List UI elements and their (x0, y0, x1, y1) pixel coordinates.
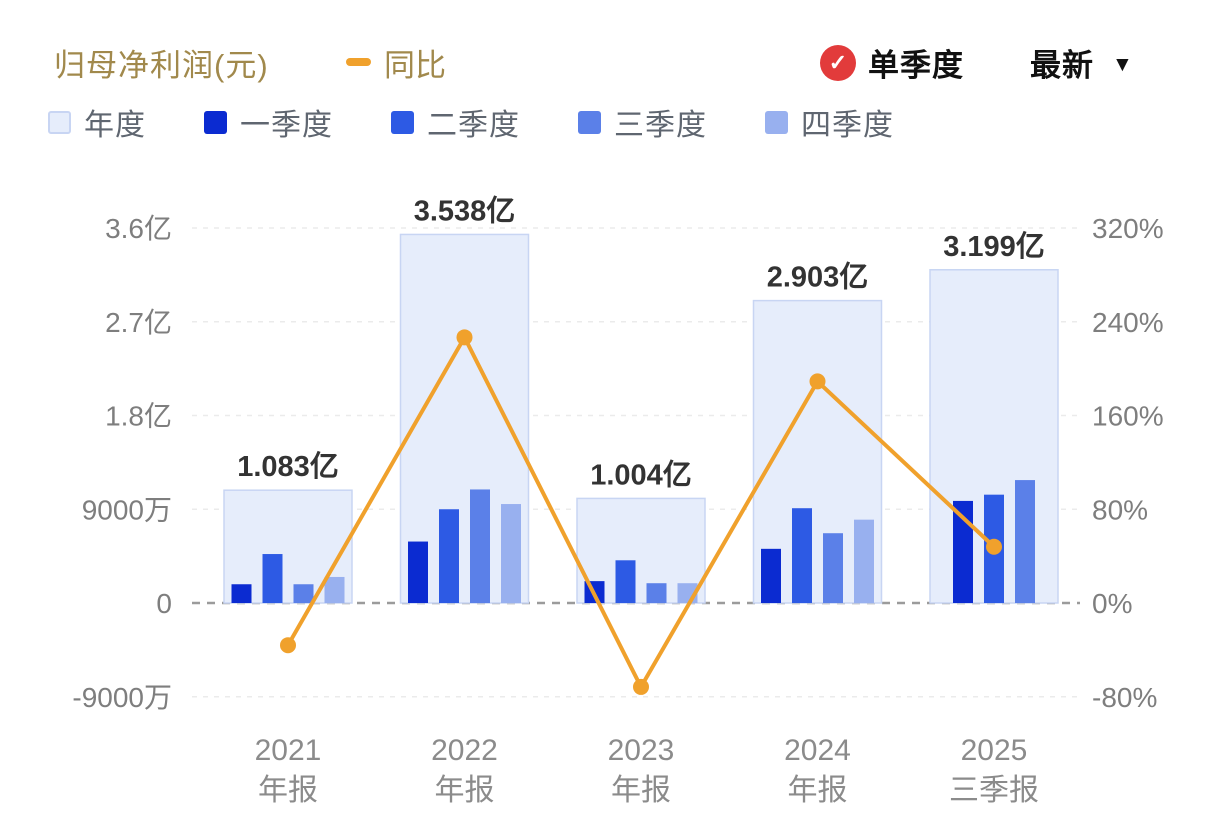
right-axis-tick: 80% (1092, 494, 1148, 525)
quarter-bar[interactable] (953, 500, 973, 603)
legend-item-annual[interactable]: 年度 (48, 100, 146, 144)
right-axis-tick: -80% (1092, 682, 1157, 713)
annual-value-label: 1.004亿 (590, 458, 692, 491)
yoy-point[interactable] (633, 678, 649, 695)
chevron-down-icon: ▼ (1112, 52, 1133, 76)
left-axis-tick: 2.7亿 (105, 307, 172, 338)
category-year-label: 2024 (784, 734, 851, 767)
category-year-label: 2021 (255, 734, 322, 767)
quarter-bar[interactable] (439, 509, 459, 603)
right-axis-tick: 240% (1092, 307, 1164, 338)
quarter-bar[interactable] (1015, 480, 1035, 603)
single-quarter-toggle[interactable]: ✓ 单季度 (820, 40, 964, 85)
q1-swatch (204, 110, 227, 134)
category-year-label: 2025 (961, 734, 1028, 767)
category-year-label: 2023 (608, 734, 675, 767)
left-axis-tick: 1.8亿 (105, 401, 172, 432)
quarter-bar[interactable] (262, 554, 283, 603)
quarter-bar[interactable] (293, 584, 314, 603)
legend-label-q1: 一季度 (240, 109, 333, 142)
category-period-label: 年报 (611, 774, 671, 807)
latest-label: 最新 (1030, 48, 1094, 83)
legend-item-q3[interactable]: 三季度 (578, 100, 707, 144)
right-axis-tick: 0% (1092, 588, 1132, 619)
quarter-bar[interactable] (231, 584, 252, 603)
quarter-bar[interactable] (761, 548, 781, 603)
quarter-bar[interactable] (470, 489, 490, 603)
single-quarter-label: 单季度 (868, 48, 964, 83)
legend-label-annual: 年度 (84, 109, 146, 142)
quarter-bar[interactable] (854, 519, 874, 603)
legend-item-q4[interactable]: 四季度 (765, 100, 894, 144)
latest-dropdown[interactable]: 最新 ▼ (1030, 40, 1133, 85)
annual-value-label: 2.903亿 (767, 261, 869, 294)
legend-label-q4: 四季度 (801, 109, 894, 142)
quarter-bar[interactable] (615, 560, 636, 603)
yoy-line-swatch (346, 58, 371, 66)
annual-value-label: 3.199亿 (943, 230, 1045, 263)
yoy-point[interactable] (456, 329, 473, 346)
category-year-label: 2022 (431, 734, 498, 767)
category-period-label: 三季报 (949, 774, 1039, 807)
q3-swatch (578, 110, 601, 134)
yoy-point[interactable] (809, 373, 826, 390)
chart-title: 归母净利润(元) (54, 48, 269, 83)
yoy-line-label: 同比 (384, 48, 446, 83)
quarter-bar[interactable] (408, 541, 428, 603)
check-icon: ✓ (820, 44, 856, 81)
annual-swatch (48, 110, 71, 134)
q4-swatch (765, 110, 788, 134)
legend-item-q1[interactable]: 一季度 (204, 100, 333, 144)
quarter-bar[interactable] (646, 583, 667, 603)
q2-swatch (391, 110, 414, 134)
legend-item-q2[interactable]: 二季度 (391, 100, 520, 144)
quarter-bar[interactable] (324, 576, 345, 603)
left-axis-tick: 3.6亿 (105, 213, 172, 244)
category-period-label: 年报 (435, 774, 495, 807)
annual-value-label: 1.083亿 (237, 450, 339, 483)
series-legend: 年度 一季度 二季度 三季度 四季度 (48, 100, 894, 144)
left-axis-tick: 0 (156, 588, 172, 619)
right-axis-tick: 320% (1092, 213, 1164, 244)
annual-value-label: 3.538亿 (414, 194, 516, 227)
quarter-bar[interactable] (501, 504, 521, 603)
right-axis-tick: 160% (1092, 401, 1164, 432)
quarter-bar[interactable] (823, 533, 843, 603)
category-period-label: 年报 (788, 774, 848, 807)
legend-label-q2: 二季度 (427, 109, 520, 142)
yoy-point[interactable] (280, 637, 296, 654)
left-axis-tick: 9000万 (82, 494, 172, 525)
category-period-label: 年报 (258, 774, 318, 807)
quarter-bar[interactable] (792, 508, 812, 603)
legend-label-q3: 三季度 (614, 109, 707, 142)
left-axis-tick: -9000万 (72, 682, 172, 713)
yoy-point[interactable] (986, 538, 1002, 555)
